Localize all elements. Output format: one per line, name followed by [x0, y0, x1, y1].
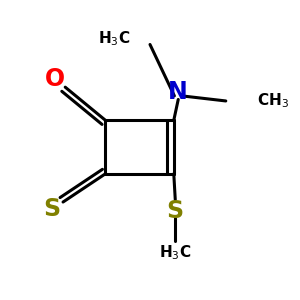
Text: O: O [45, 67, 65, 91]
Text: S: S [167, 199, 184, 223]
Text: S: S [44, 197, 61, 221]
Text: H$_3$C: H$_3$C [159, 243, 191, 262]
Text: N: N [168, 80, 188, 104]
Text: CH$_3$: CH$_3$ [257, 92, 289, 110]
Text: H$_3$C: H$_3$C [98, 29, 131, 48]
